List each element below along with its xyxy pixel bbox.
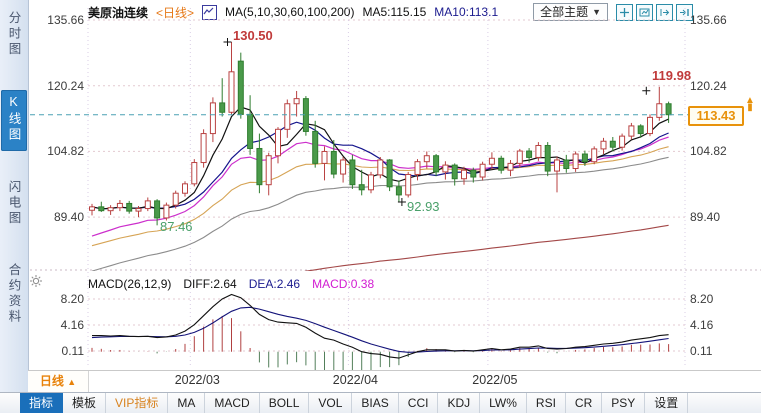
sidebar-tab-timeline[interactable]: 分时图: [6, 11, 21, 58]
tab-psy[interactable]: PSY: [602, 393, 646, 413]
triangle-up-icon: ▲: [67, 377, 77, 387]
tab-vip-indicators[interactable]: VIP指标: [106, 393, 169, 413]
tab-lw[interactable]: LW%: [480, 393, 527, 413]
tab-macd[interactable]: MACD: [205, 393, 260, 413]
sidebar-tab-contract-info[interactable]: 合约资料: [6, 263, 21, 325]
ma10-value-label: MA10:113.1: [434, 5, 499, 19]
date-axis: 日线 ▲ 2022/03 2022/04 2022/05: [28, 370, 761, 393]
tab-vol[interactable]: VOL: [309, 393, 353, 413]
y-axis-label: 120.24: [47, 78, 84, 93]
date-label: 2022/03: [174, 373, 220, 387]
zoom-region-icon[interactable]: [636, 3, 653, 21]
tab-rsi[interactable]: RSI: [527, 393, 566, 413]
symbol-name: 美原油连续: [88, 5, 149, 20]
recent-high-label: 119.98: [652, 68, 692, 83]
indicator-settings-icon[interactable]: [29, 274, 43, 288]
y-axis-label: 89.40: [53, 210, 84, 225]
tab-ma[interactable]: MA: [168, 393, 206, 413]
tab-cr[interactable]: CR: [566, 393, 603, 413]
y-axis-label: 0.11: [690, 344, 713, 358]
low-price-label: 87.46: [160, 219, 193, 234]
y-axis-label: 8.20: [60, 291, 84, 306]
tab-cci[interactable]: CCI: [399, 393, 439, 413]
y-axis-label: 89.40: [690, 210, 721, 225]
macd-lines: [91, 293, 669, 359]
chart-header: 美原油连续 <日线> MA(5,10,30,60,100,200) MA5:115…: [88, 2, 759, 22]
date-label: 2022/04: [332, 373, 378, 387]
y-axis-label: 4.16: [60, 317, 84, 332]
macd-value-label: MACD:0.38: [312, 277, 375, 291]
tab-kdj[interactable]: KDJ: [438, 393, 481, 413]
ma-params-label: MA(5,10,30,60,100,200): [225, 5, 355, 19]
swing-low-label: 92.93: [407, 199, 440, 214]
crosshair-icon[interactable]: [616, 3, 633, 21]
date-label: 2022/05: [472, 373, 518, 387]
y-axis-label: 120.24: [690, 78, 727, 93]
y-axis-label: 104.82: [690, 144, 727, 159]
tab-bias[interactable]: BIAS: [352, 393, 399, 413]
candles: [89, 41, 672, 226]
macd-header: MACD(26,12,9) DIFF:2.64 DEA:2.46 MACD:0.…: [88, 277, 374, 291]
sidebar-tab-kline[interactable]: K线图: [1, 89, 27, 151]
indicator-toolbar: 指标 模板 VIP指标 MA MACD BOLL VOL BIAS CCI KD…: [0, 392, 761, 413]
peak-price-label: 130.50: [233, 28, 273, 43]
chevron-down-icon: ▼: [592, 7, 601, 17]
extreme-markers: [223, 37, 651, 207]
macd-params-label: MACD(26,12,9): [88, 277, 172, 291]
macd-histogram: [91, 315, 670, 374]
ma5-value-label: MA5:115.15: [362, 5, 427, 19]
price-pointer-icon: ▲ ▮: [745, 95, 755, 113]
gridlines: [30, 8, 761, 368]
y-axis-label: 0.11: [61, 344, 84, 358]
y-axis-label: 135.66: [47, 13, 84, 27]
period-toggle-button[interactable]: 日线 ▲: [28, 371, 89, 392]
y-axis-label: 8.20: [690, 291, 714, 306]
dea-value-label: DEA:2.46: [248, 277, 301, 291]
theme-dropdown[interactable]: 全部主题 ▼: [533, 3, 608, 21]
sidebar-tab-lightning[interactable]: 闪电图: [6, 179, 21, 227]
scroll-right-icon[interactable]: [656, 3, 673, 21]
tab-boll[interactable]: BOLL: [260, 393, 310, 413]
chart-toolbar-icons: [616, 3, 693, 21]
tab-settings[interactable]: 设置: [645, 393, 689, 413]
diff-value-label: DIFF:2.64: [183, 277, 237, 291]
tab-indicators[interactable]: 指标: [20, 393, 64, 413]
tab-templates[interactable]: 模板: [63, 393, 107, 413]
period-tag: <日线>: [156, 5, 195, 20]
left-sidebar: 分时图 K线图 闪电图 合约资料: [0, 0, 29, 392]
y-axis-label: 104.82: [47, 144, 84, 159]
last-price-tag: 113.43: [688, 106, 744, 126]
indicator-chart-icon: [202, 4, 218, 20]
y-axis-label: 4.16: [690, 317, 714, 332]
jump-to-latest-icon[interactable]: [676, 3, 693, 21]
